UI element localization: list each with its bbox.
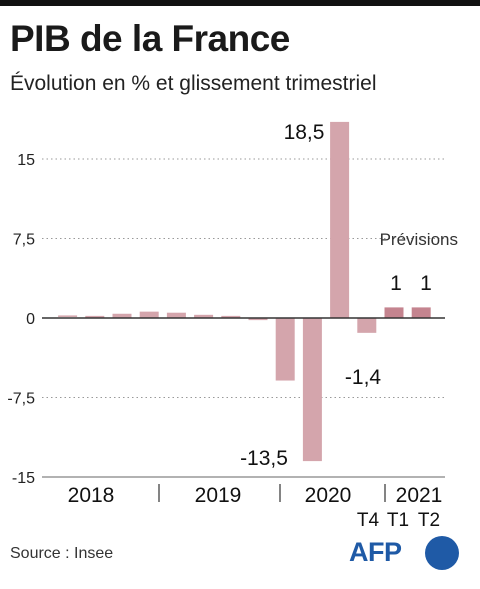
bar-2020-t2 (302, 318, 322, 462)
quarter-label: T1 (387, 510, 409, 531)
bar-2020-t4 (357, 318, 377, 333)
data-label: 1 (420, 272, 432, 295)
afp-logo-text: AFP (349, 537, 402, 567)
bar-2018-t4 (139, 311, 159, 318)
forecast-label: Prévisions (380, 230, 458, 249)
afp-logo-dot (425, 536, 459, 570)
chart-subtitle: Évolution en % et glissement trimestriel (10, 72, 377, 95)
bar-2020-t1 (275, 318, 295, 381)
y-tick-label: -15 (12, 470, 35, 487)
data-label: 18,5 (284, 121, 325, 144)
quarter-label: T4 (357, 510, 380, 531)
afp-logo: AFP (349, 535, 461, 571)
year-label: 2021 (396, 484, 443, 507)
bar-2021-t2 (411, 307, 431, 318)
data-label: -13,5 (240, 447, 288, 470)
bar-2018-t3 (112, 313, 132, 318)
year-label: 2018 (68, 484, 115, 507)
y-tick-label: 15 (17, 152, 35, 169)
bar-2019-t2 (194, 314, 214, 318)
year-label: 2019 (195, 484, 242, 507)
data-label: -1,4 (345, 366, 382, 389)
bar-chart: 15 7,5 0 -7,5 -15 -13,5 18,5 -1,4 1 1 Prévisions 20… (7, 121, 458, 531)
bar-2018-t1 (58, 315, 78, 317)
bar-2019-t3 (221, 315, 241, 318)
bar-2019-t1 (166, 312, 186, 318)
y-tick-label: -7,5 (7, 391, 35, 408)
chart-title: PIB de la France (10, 18, 290, 59)
top-bar (0, 0, 480, 6)
bar-2020-t3 (330, 121, 350, 319)
y-tick-label: 7,5 (13, 232, 35, 249)
y-tick-label: 0 (26, 311, 35, 328)
bar-2019-t4 (248, 318, 268, 321)
bar-2018-t2 (85, 315, 105, 318)
bar-2021-t1 (384, 307, 404, 318)
quarter-label: T2 (418, 510, 440, 531)
source-note: Source : Insee (10, 545, 114, 562)
data-label: 1 (390, 272, 402, 295)
year-label: 2020 (305, 484, 352, 507)
